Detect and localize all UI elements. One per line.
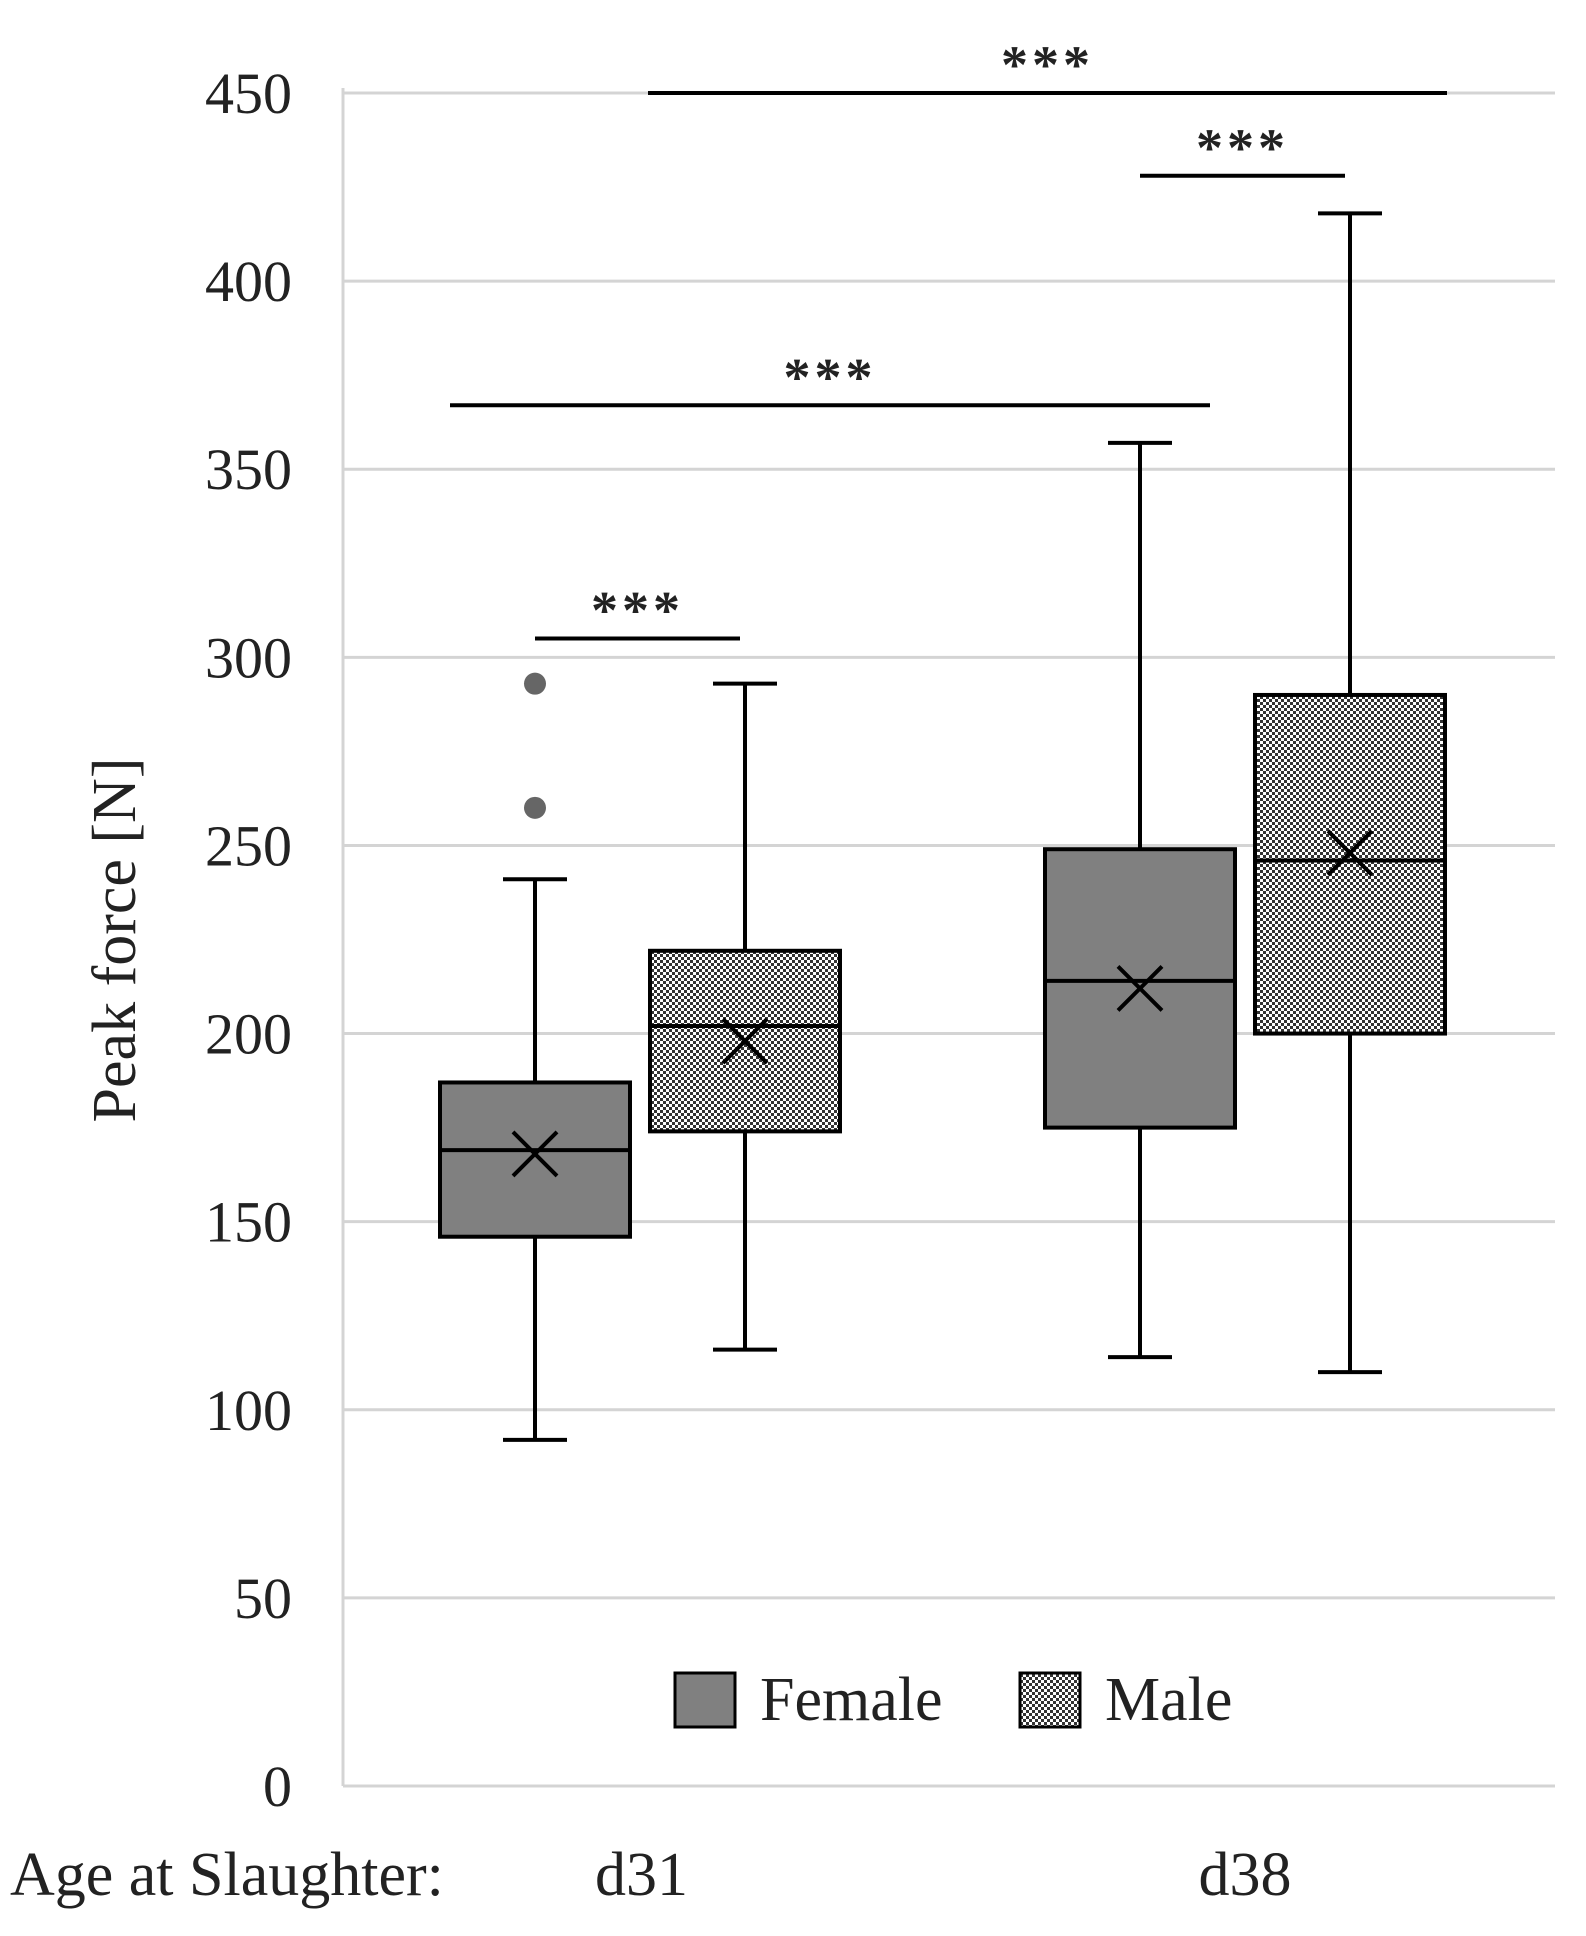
x-category-label: d31 [595,1841,688,1909]
significance-label: *** [1196,118,1289,178]
significance-label: *** [1001,35,1094,95]
y-tick-label: 250 [205,813,292,878]
significance-label: *** [784,347,877,407]
y-tick-label: 300 [205,625,292,690]
y-tick-label: 150 [205,1190,292,1255]
box-male-d38 [1253,692,1447,1036]
x-category-label: d38 [1199,1841,1292,1909]
mean-marker [511,1130,559,1178]
legend-swatch-female [673,1671,737,1729]
legend-swatch-male [1018,1671,1082,1729]
mean-marker [1326,829,1374,877]
y-tick-label: 200 [205,1002,292,1067]
legend-label-male: Male [1105,1666,1232,1734]
y-tick-label: 100 [205,1378,292,1443]
outlier-point [524,672,546,695]
y-tick-label: 400 [205,249,292,314]
y-tick-label: 0 [263,1754,292,1819]
mean-marker [1116,964,1164,1012]
mean-marker [721,1017,769,1065]
x-axis-label-prefix: Age at Slaughter: [10,1841,444,1909]
y-tick-label: 350 [205,437,292,502]
box-female-d31 [438,1080,632,1239]
significance-label: *** [591,581,684,641]
outlier-point [524,796,546,819]
legend-label-female: Female [760,1666,943,1734]
y-axis-title: Peak force [N] [81,758,149,1123]
y-tick-label: 50 [234,1566,292,1631]
y-tick-label: 450 [205,61,292,126]
